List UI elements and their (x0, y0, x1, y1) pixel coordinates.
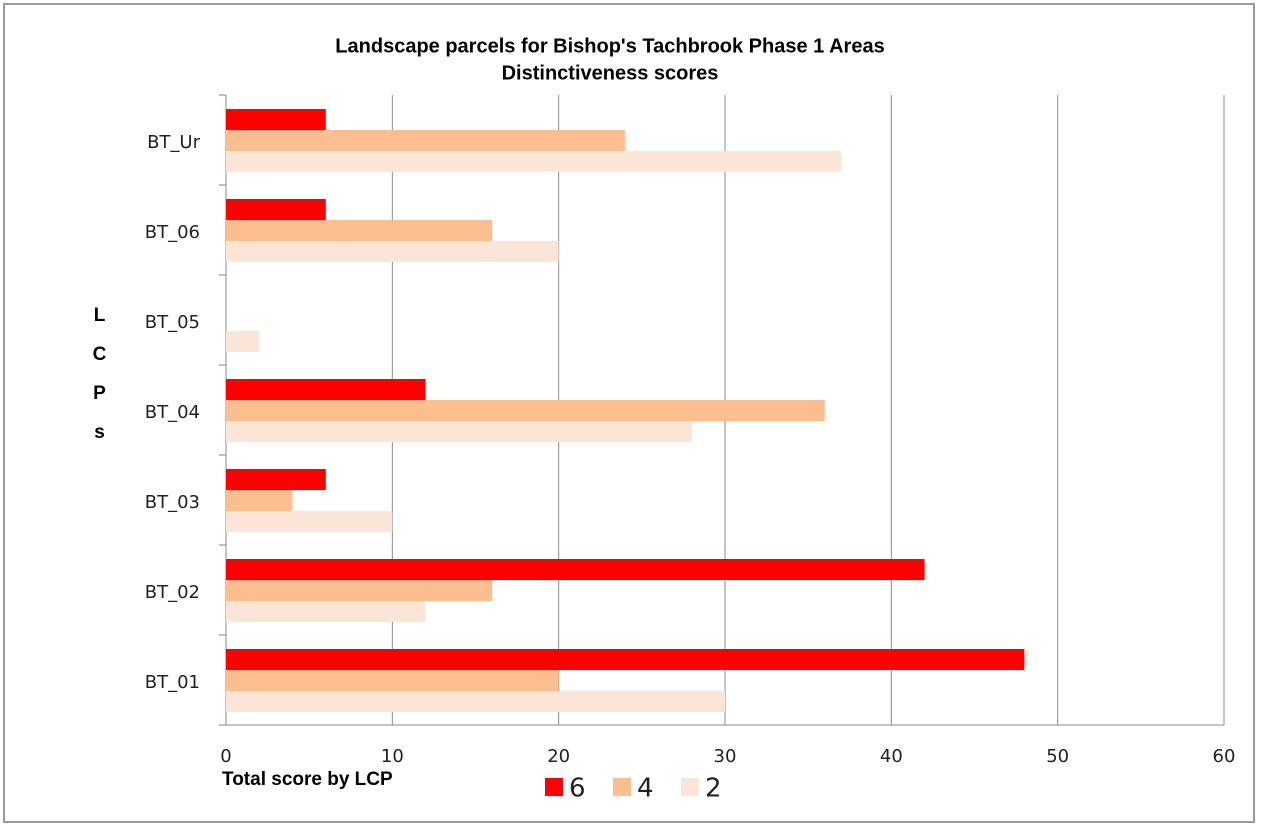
x-tick-label: 10 (381, 746, 404, 767)
y-tick-label: BT_03 (145, 492, 200, 513)
bar (226, 379, 426, 400)
bar (226, 220, 493, 241)
bar (226, 601, 426, 622)
bar (226, 400, 825, 421)
bar (226, 199, 326, 220)
legend-label: 4 (637, 774, 654, 804)
legend-swatch (613, 778, 631, 796)
y-tick-label: BT_04 (145, 402, 200, 423)
x-tick-label: 30 (714, 746, 737, 767)
y-tick-label: BT_02 (145, 582, 200, 603)
bar (226, 691, 725, 712)
y-tick-label: BT_05 (145, 312, 200, 333)
bar (226, 151, 842, 172)
bar (226, 559, 925, 580)
y-axis-label: LCPs (89, 305, 110, 461)
chart-subtitle: Distinctiveness scores (502, 62, 719, 84)
x-tick-label: 20 (547, 746, 570, 767)
bar (226, 130, 626, 151)
x-tick-label: 0 (220, 746, 231, 767)
bar (226, 670, 559, 691)
bar (226, 421, 692, 442)
bar (226, 469, 326, 490)
legend-label: 2 (705, 774, 722, 804)
bar (226, 580, 493, 601)
bar (226, 511, 393, 532)
bar (226, 109, 326, 130)
legend-label: 6 (569, 774, 586, 804)
x-axis-label: Total score by LCP (222, 769, 393, 790)
bar (226, 331, 260, 352)
legend-swatch (681, 778, 699, 796)
y-tick-label: BT_01 (145, 672, 200, 693)
y-tick-label: BT_06 (145, 222, 200, 243)
x-tick-label: 50 (1046, 746, 1069, 767)
bar (226, 649, 1025, 670)
chart-title: Landscape parcels for Bishop's Tachbrook… (335, 35, 884, 57)
x-tick-label: 40 (880, 746, 903, 767)
bar (226, 490, 293, 511)
x-tick-label: 60 (1213, 746, 1236, 767)
bar (226, 241, 559, 262)
legend-swatch (545, 778, 563, 796)
y-tick-label: BT_Ur (147, 132, 201, 153)
